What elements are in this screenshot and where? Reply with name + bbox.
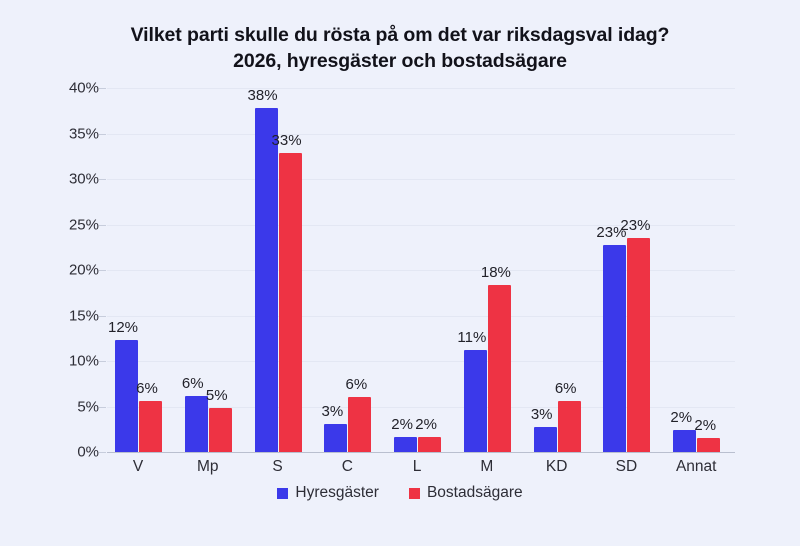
chart-title-line1: Vilket parti skulle du rösta på om det v…: [130, 24, 670, 46]
gridline: [107, 452, 735, 453]
x-axis-label-annat: Annat: [675, 458, 717, 475]
y-axis: 0% 5% 10% 15% 20% 25% 30% 35% 40%: [33, 80, 106, 461]
legend-item-hyresgäster[interactable]: Hyresgäster: [277, 484, 379, 502]
bar-c-hyresgäster[interactable]: [324, 423, 348, 452]
chart-title-line2: 2026, hyresgäster och bostadsägare: [233, 50, 567, 72]
bar-group: 11% 18%: [457, 88, 530, 452]
bar-sd-bostadsägare[interactable]: [627, 238, 651, 452]
bar-group: 12% 6%: [108, 88, 181, 452]
x-axis-label-s: S: [272, 458, 283, 475]
y-axis-tick-mark: [99, 179, 106, 180]
x-axis-label-m: M: [480, 458, 494, 475]
gridline: [107, 315, 735, 317]
bar-value-label: 38%: [247, 87, 278, 105]
gridline: [107, 224, 735, 226]
bar-value-label: 6%: [181, 374, 204, 392]
y-axis-tick-label: 5%: [77, 398, 99, 415]
x-axis-label-kd: KD: [545, 458, 568, 475]
bar-value-label: 18%: [480, 263, 511, 281]
bar-group: 2% 2%: [669, 88, 739, 452]
legend-item-bostadsägare[interactable]: Bostadsägare: [408, 484, 523, 502]
bar-m-hyresgäster[interactable]: [463, 350, 487, 452]
bar-l-hyresgäster[interactable]: [394, 436, 418, 452]
chart-legend: Hyresgäster Bostadsägare: [0, 484, 800, 502]
y-axis-tick-label: 25%: [68, 216, 99, 233]
bar-annat-bostadsägare[interactable]: [697, 438, 721, 452]
bar-mp-bostadsägare[interactable]: [208, 408, 232, 452]
bar-value-label: 12%: [107, 319, 139, 337]
legend-swatch-icon: [408, 487, 420, 499]
x-axis-label-l: L: [412, 458, 422, 475]
y-axis-tick-mark: [99, 224, 106, 226]
x-axis-label-mp: Mp: [196, 458, 219, 475]
legend-label: Hyresgäster: [295, 484, 379, 501]
bar-value-label: 3%: [321, 402, 344, 420]
y-axis-tick-label: 15%: [68, 307, 99, 324]
bar-l-bostadsägare[interactable]: [418, 436, 442, 452]
bar-value-label: 23%: [596, 224, 627, 242]
bar-value-label: 6%: [345, 376, 368, 394]
x-axis-label-v: V: [132, 458, 144, 475]
y-axis-tick-mark: [99, 133, 106, 135]
gridline: [107, 361, 735, 362]
bar-value-label: 6%: [554, 380, 577, 398]
x-axis-label-sd: SD: [615, 458, 638, 475]
bar-s-hyresgäster[interactable]: [254, 108, 278, 452]
chart-title: Vilket parti skulle du rösta på om det v…: [0, 22, 800, 74]
y-axis-tick-label: 20%: [68, 261, 99, 279]
bar-group: 6% 5%: [181, 88, 251, 452]
bar-kd-bostadsägare[interactable]: [557, 401, 581, 452]
y-axis-tick-label: 35%: [68, 125, 99, 142]
gridline: [107, 88, 735, 89]
y-axis-tick-label: 10%: [68, 352, 99, 370]
bar-value-label: 23%: [620, 217, 651, 235]
y-axis-tick-mark: [99, 452, 106, 453]
bar-annat-hyresgäster[interactable]: [673, 430, 697, 452]
y-axis-tick-mark: [99, 315, 106, 317]
bar-mp-hyresgäster[interactable]: [184, 395, 208, 452]
bar-value-label: 5%: [205, 387, 228, 405]
y-axis-tick-mark: [99, 361, 106, 362]
bar-group: 38% 33%: [248, 87, 321, 452]
bar-kd-hyresgäster[interactable]: [533, 427, 557, 452]
bar-value-label: 2%: [670, 409, 693, 427]
bar-value-label: 2%: [415, 415, 437, 433]
bar-value-label: 33%: [271, 131, 302, 149]
bar-group: 3% 6%: [530, 88, 600, 452]
bar-v-hyresgäster[interactable]: [115, 340, 138, 452]
bar-group: 3% 6%: [320, 88, 390, 452]
y-axis-tick-label: 30%: [68, 170, 99, 188]
bar-value-label: 2%: [391, 415, 413, 433]
gridline: [107, 133, 735, 135]
y-axis-tick-label: 0%: [77, 443, 99, 461]
bar-value-label: 6%: [136, 380, 158, 398]
bar-s-bostadsägare[interactable]: [278, 152, 302, 452]
bar-value-label: 3%: [530, 406, 553, 424]
bar-group: 23% 23%: [596, 88, 669, 452]
y-axis-tick-mark: [99, 270, 106, 271]
bar-value-label: 11%: [457, 329, 487, 347]
gridline: [107, 270, 735, 271]
y-axis-tick-label: 40%: [68, 79, 99, 97]
bar-v-bostadsägare[interactable]: [139, 401, 162, 452]
bar-c-bostadsägare[interactable]: [348, 397, 372, 452]
gridline: [107, 179, 735, 180]
y-axis-tick-mark: [99, 88, 106, 89]
bar-value-label: 2%: [694, 417, 717, 435]
legend-swatch-icon: [277, 487, 289, 499]
gridline: [107, 406, 735, 408]
x-axis-label-c: C: [341, 458, 353, 475]
bar-sd-hyresgäster[interactable]: [603, 245, 627, 452]
plot-area: 12% 6% 6% 5% 38% 33% 3% 6% 2% 2% 11% 18% 3% 6% 23% 23% 2…: [107, 87, 735, 453]
y-axis-tick-mark: [99, 406, 106, 408]
bar-m-bostadsägare[interactable]: [487, 284, 511, 452]
bar-group: 2% 2%: [390, 88, 460, 452]
legend-label: Bostadsägare: [426, 484, 523, 501]
